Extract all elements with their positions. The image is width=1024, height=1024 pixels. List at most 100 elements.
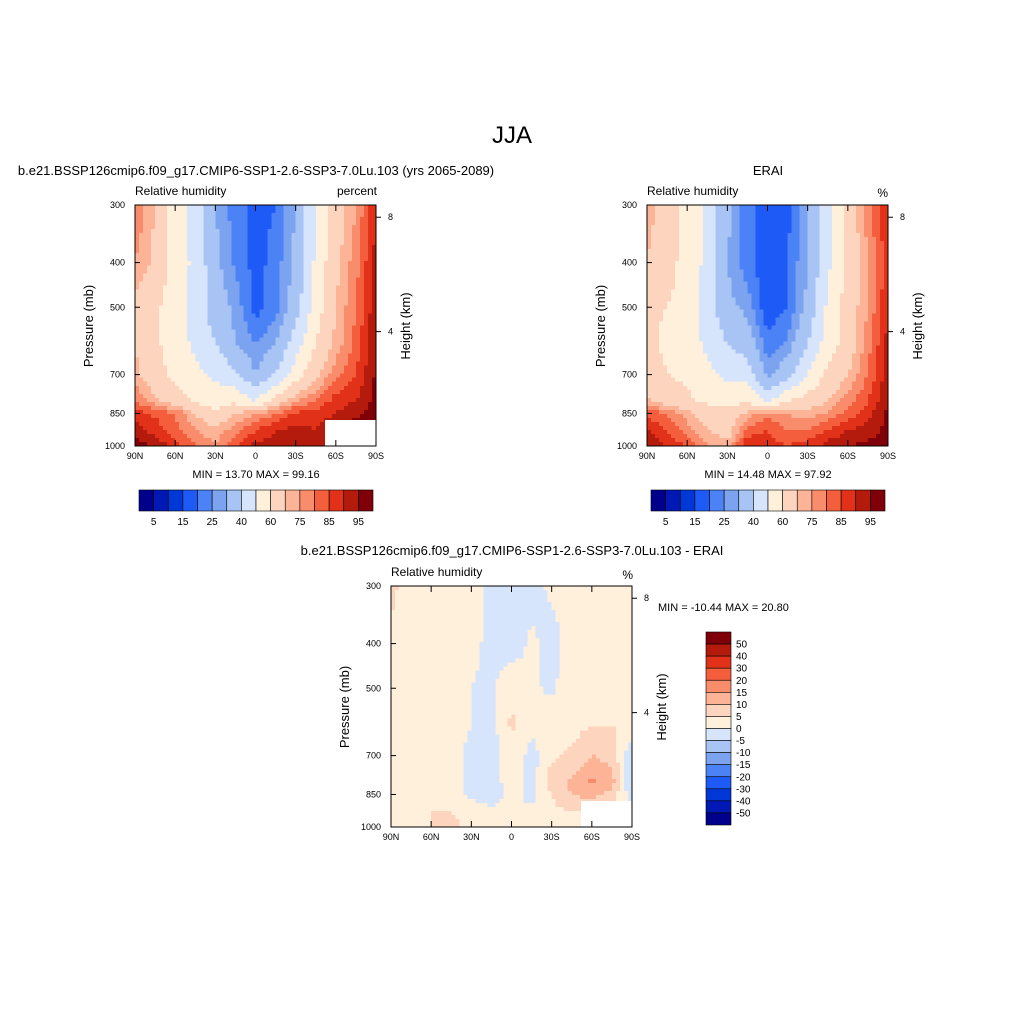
- contour-cell: [259, 269, 265, 274]
- contour-cell: [163, 345, 168, 351]
- contour-cell: [171, 245, 176, 250]
- contour-cell: [311, 421, 317, 427]
- contour-cell: [191, 313, 196, 319]
- contour-cell: [287, 421, 293, 427]
- contour-cell: [215, 301, 220, 307]
- contour-cell: [247, 425, 253, 431]
- contour-cell: [235, 301, 241, 307]
- contour-cell: [751, 269, 757, 274]
- contour-cell: [839, 249, 845, 254]
- contour-cell: [295, 205, 301, 210]
- contour-cell: [219, 397, 224, 403]
- contour-cell: [355, 357, 361, 363]
- contour-cell: [151, 413, 156, 419]
- contour-cell: [135, 289, 140, 294]
- contour-cell: [159, 365, 164, 371]
- contour-cell: [171, 301, 176, 307]
- contour-cell: [315, 401, 321, 407]
- contour-cell: [651, 221, 656, 226]
- contour-cell: [811, 245, 817, 250]
- contour-cell: [215, 441, 220, 447]
- contour-cell: [227, 289, 232, 294]
- contour-cell: [243, 333, 249, 339]
- contour-cell: [287, 345, 293, 351]
- contour-cell: [247, 357, 253, 363]
- contour-cell: [351, 405, 357, 411]
- contour-cell: [143, 409, 148, 415]
- colorbar-label: 25: [207, 517, 219, 528]
- contour-cell: [751, 277, 757, 282]
- contour-cell: [315, 421, 321, 427]
- contour-cell: [143, 401, 148, 407]
- contour-cell: [355, 377, 361, 383]
- contour-cell: [243, 253, 249, 258]
- contour-cell: [267, 413, 273, 419]
- contour-cell: [163, 293, 168, 298]
- contour-cell: [799, 261, 805, 266]
- contour-cell: [299, 333, 305, 339]
- contour-cell: [299, 301, 305, 307]
- contour-cell: [327, 241, 333, 246]
- contour-cell: [223, 281, 228, 286]
- contour-cell: [795, 257, 801, 262]
- contour-cell: [719, 281, 724, 286]
- contour-cell: [267, 329, 273, 335]
- contour-cell: [799, 273, 805, 278]
- contour-cell: [367, 221, 373, 226]
- contour-cell: [707, 241, 712, 246]
- contour-cell: [259, 381, 265, 387]
- contour-cell: [783, 265, 789, 270]
- contour-cell: [283, 405, 289, 411]
- contour-cell: [223, 209, 228, 214]
- contour-cell: [347, 297, 353, 302]
- contour-cell: [323, 233, 329, 238]
- contour-cell: [775, 281, 781, 286]
- contour-cell: [355, 365, 361, 371]
- contour-cell: [335, 305, 341, 311]
- contour-cell: [307, 357, 313, 363]
- contour-cell: [239, 257, 245, 262]
- contour-cell: [331, 249, 337, 254]
- contour-cell: [371, 373, 377, 379]
- contour-cell: [787, 257, 793, 262]
- contour-cell: [367, 393, 373, 399]
- contour-cell: [367, 301, 373, 307]
- contour-cell: [359, 333, 365, 339]
- contour-cell: [311, 429, 317, 435]
- contour-cell: [839, 289, 845, 294]
- contour-cell: [847, 237, 853, 242]
- contour-cell: [815, 229, 821, 234]
- contour-cell: [255, 421, 261, 427]
- contour-cell: [719, 237, 724, 242]
- contour-cell: [171, 409, 176, 415]
- contour-cell: [847, 285, 853, 290]
- contour-cell: [231, 401, 237, 407]
- contour-cell: [339, 273, 345, 278]
- contour-cell: [283, 205, 289, 210]
- contour-cell: [875, 233, 881, 238]
- contour-cell: [343, 313, 349, 319]
- contour-cell: [867, 221, 873, 226]
- contour-cell: [679, 261, 684, 266]
- contour-cell: [147, 241, 152, 246]
- contour-cell: [231, 409, 237, 415]
- contour-cell: [143, 433, 148, 439]
- contour-cell: [791, 209, 797, 214]
- contour-cell: [371, 381, 377, 387]
- contour-cell: [307, 225, 313, 230]
- contour-cell: [187, 329, 192, 335]
- contour-cell: [175, 377, 180, 383]
- contour-cell: [151, 373, 156, 379]
- contour-cell: [359, 233, 365, 238]
- contour-cell: [863, 221, 869, 226]
- contour-cell: [715, 245, 720, 250]
- contour-cell: [143, 237, 148, 242]
- contour-cell: [355, 253, 361, 258]
- contour-cell: [199, 397, 204, 403]
- contour-cell: [199, 213, 204, 218]
- contour-cell: [335, 361, 341, 367]
- contour-cell: [295, 221, 301, 226]
- contour-cell: [147, 213, 152, 218]
- contour-cell: [179, 361, 184, 367]
- contour-cell: [183, 253, 188, 258]
